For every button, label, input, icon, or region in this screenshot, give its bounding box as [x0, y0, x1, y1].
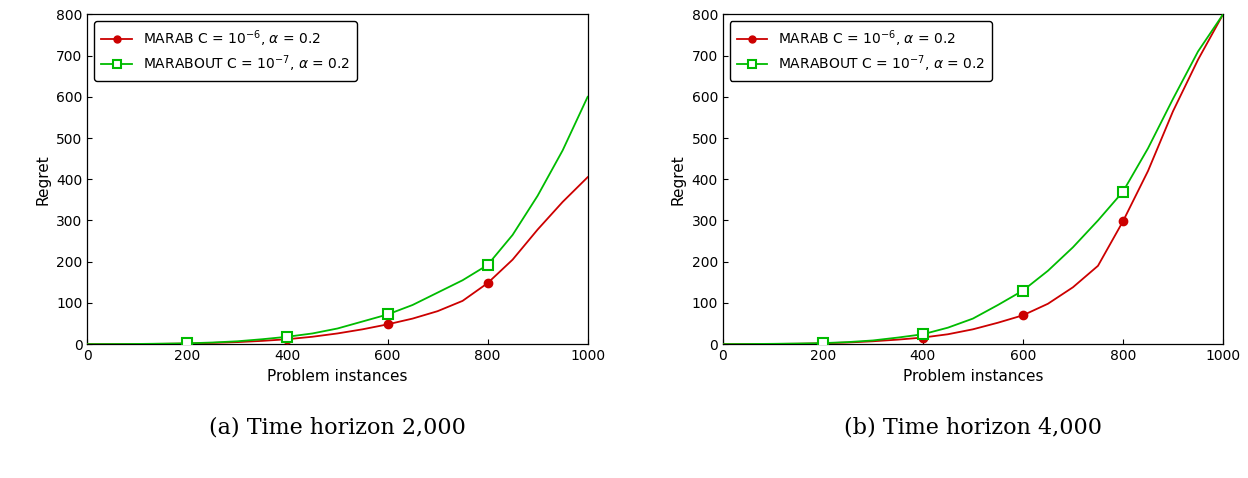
- X-axis label: Problem instances: Problem instances: [902, 369, 1043, 383]
- Y-axis label: Regret: Regret: [36, 154, 51, 205]
- Legend: MARAB C = $10^{-6}$, $\alpha$ = 0.2, MARABOUT C = $10^{-7}$, $\alpha$ = 0.2: MARAB C = $10^{-6}$, $\alpha$ = 0.2, MAR…: [730, 22, 992, 80]
- Text: (b) Time horizon 4,000: (b) Time horizon 4,000: [844, 417, 1102, 439]
- X-axis label: Problem instances: Problem instances: [267, 369, 408, 383]
- Text: (a) Time horizon 2,000: (a) Time horizon 2,000: [210, 417, 466, 439]
- Legend: MARAB C = $10^{-6}$, $\alpha$ = 0.2, MARABOUT C = $10^{-7}$, $\alpha$ = 0.2: MARAB C = $10^{-6}$, $\alpha$ = 0.2, MAR…: [95, 22, 357, 80]
- Y-axis label: Regret: Regret: [671, 154, 686, 205]
